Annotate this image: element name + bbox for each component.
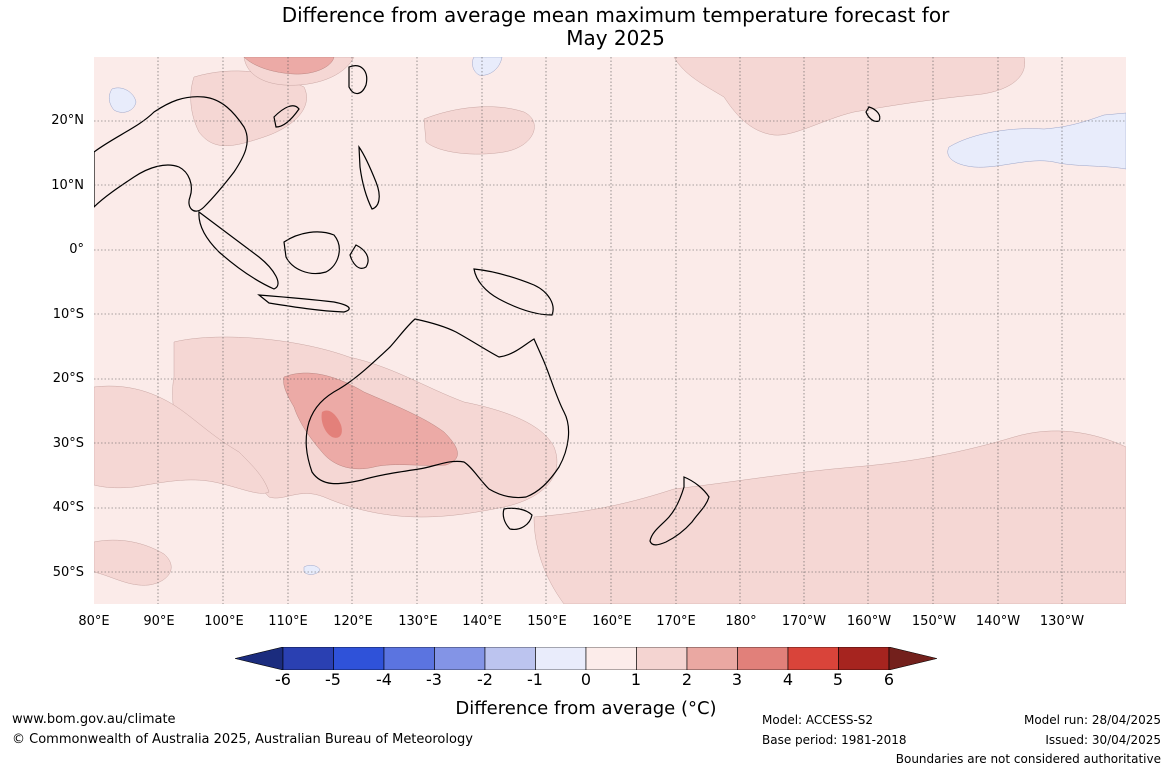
- colorbar-swatch: [333, 647, 385, 670]
- lat-label-20s: 20°S: [52, 371, 84, 386]
- colorbar-title: Difference from average (°C): [455, 698, 717, 719]
- colorbar-tick-label: 3: [731, 670, 743, 689]
- band-china-warm: [243, 57, 335, 75]
- lon-label-150w: 150°W: [911, 614, 957, 629]
- map-title: Difference from average mean maximum tem…: [0, 4, 1173, 50]
- band-pilbara-hotspot: [321, 410, 342, 438]
- forecast-map: [94, 57, 1126, 604]
- lon-label-180: 180°: [725, 614, 757, 629]
- anomaly-band-1-to-2: [94, 57, 1126, 604]
- colorbar-swatch: [686, 647, 738, 670]
- anomaly-band-neg1-to-0: [109, 57, 1126, 575]
- colorbar-tick-label: 5: [832, 670, 844, 689]
- issued-date: Issued: 30/04/2025: [1045, 733, 1161, 747]
- colorbar-tick-label: -5: [325, 670, 341, 689]
- band-southern-pacific: [533, 430, 1126, 604]
- model-run-date: Model run: 28/04/2025: [1023, 713, 1161, 727]
- sulawesi-coastline: [349, 244, 369, 269]
- lat-label-equator: 0°: [69, 242, 84, 257]
- band-north-pacific: [673, 57, 1026, 136]
- lat-label-20n: 20°N: [51, 113, 84, 128]
- lon-label-140w: 140°W: [975, 614, 1021, 629]
- colorbar-swatch: [434, 647, 486, 670]
- band-bay-of-bengal-cool: [109, 87, 137, 113]
- hainan-coastline: [273, 105, 300, 128]
- lat-label-10n: 10°N: [51, 178, 84, 193]
- colorbar-swatch: [737, 647, 789, 670]
- taiwan-coastline: [348, 65, 368, 95]
- borneo-coastline: [283, 231, 340, 275]
- colorbar-swatch: [535, 647, 587, 670]
- tasmania-coastline: [502, 507, 533, 530]
- boundaries-disclaimer: Boundaries are not considered authoritat…: [895, 752, 1161, 766]
- colorbar-swatch: [636, 647, 688, 670]
- lon-label-80e: 80°E: [78, 614, 110, 629]
- colorbar-extend-high: [888, 647, 937, 670]
- map-title-line-2: May 2025: [566, 26, 665, 50]
- lon-label-170e: 170°E: [656, 614, 696, 629]
- sumatra-coastline: [198, 210, 279, 290]
- lon-label-150e: 150°E: [527, 614, 567, 629]
- copyright-notice: © Commonwealth of Australia 2025, Austra…: [12, 732, 473, 747]
- new-guinea-coastline: [473, 268, 554, 316]
- band-east-china-sea-cool: [472, 57, 503, 76]
- colorbar-swatch: [838, 647, 890, 670]
- model-name: Model: ACCESS-S2: [762, 713, 874, 727]
- lon-label-130e: 130°E: [398, 614, 438, 629]
- colorbar-tick-label: -3: [426, 670, 442, 689]
- website-link[interactable]: www.bom.gov.au/climate: [12, 712, 176, 727]
- colorbar-tick-label: 0: [580, 670, 592, 689]
- colorbar-tick-label: 2: [681, 670, 693, 689]
- forecast-map-canvas: [94, 57, 1126, 604]
- colorbar-tick-label: -4: [376, 670, 392, 689]
- band-central-north-pacific-cool: [947, 112, 1126, 170]
- lon-label-140e: 140°E: [462, 614, 502, 629]
- colorbar-extend-low: [235, 647, 284, 670]
- southeast-asia-coastline: [94, 96, 248, 212]
- new-zealand-coastline: [649, 476, 710, 546]
- colorbar: [235, 647, 937, 670]
- lon-label-170w: 170°W: [781, 614, 827, 629]
- lon-label-160w: 160°W: [846, 614, 892, 629]
- colorbar-swatch: [585, 647, 637, 670]
- colorbar-tick-label: -2: [477, 670, 493, 689]
- band-southern-ocean-cool: [303, 565, 321, 575]
- graticule: [94, 57, 1126, 604]
- colorbar-swatch: [282, 647, 334, 670]
- lat-label-40s: 40°S: [52, 500, 84, 515]
- colorbar-tick-label: -1: [527, 670, 543, 689]
- lat-label-10s: 10°S: [52, 307, 84, 322]
- base-period: Base period: 1981-2018: [762, 733, 907, 747]
- lat-label-50s: 50°S: [52, 565, 84, 580]
- lat-label-30s: 30°S: [52, 436, 84, 451]
- anomaly-band-3-to-4: [321, 410, 342, 438]
- band-philippine-sea: [423, 106, 535, 155]
- colorbar-tick-label: 4: [782, 670, 794, 689]
- australia-coastline: [305, 318, 570, 499]
- colorbar-tick-label: 1: [630, 670, 642, 689]
- lon-label-120e: 120°E: [333, 614, 373, 629]
- coastlines: [94, 65, 881, 546]
- lon-label-100e: 100°E: [204, 614, 244, 629]
- lon-label-160e: 160°E: [592, 614, 632, 629]
- colorbar-swatch: [383, 647, 435, 670]
- lon-label-110e: 110°E: [268, 614, 308, 629]
- philippines-coastline: [358, 144, 380, 210]
- java-coastline: [257, 294, 350, 313]
- map-title-line-1: Difference from average mean maximum tem…: [281, 3, 950, 27]
- band-southern-indian-ocean: [94, 539, 172, 586]
- colorbar-swatch: [484, 647, 536, 670]
- colorbar-tick-label: -6: [275, 670, 291, 689]
- lon-label-130w: 130°W: [1039, 614, 1085, 629]
- colorbar-tick-label: 6: [883, 670, 895, 689]
- band-indian-ocean-west: [94, 385, 270, 494]
- colorbar-swatches: [235, 647, 937, 670]
- lon-label-90e: 90°E: [143, 614, 175, 629]
- colorbar-swatch: [787, 647, 839, 670]
